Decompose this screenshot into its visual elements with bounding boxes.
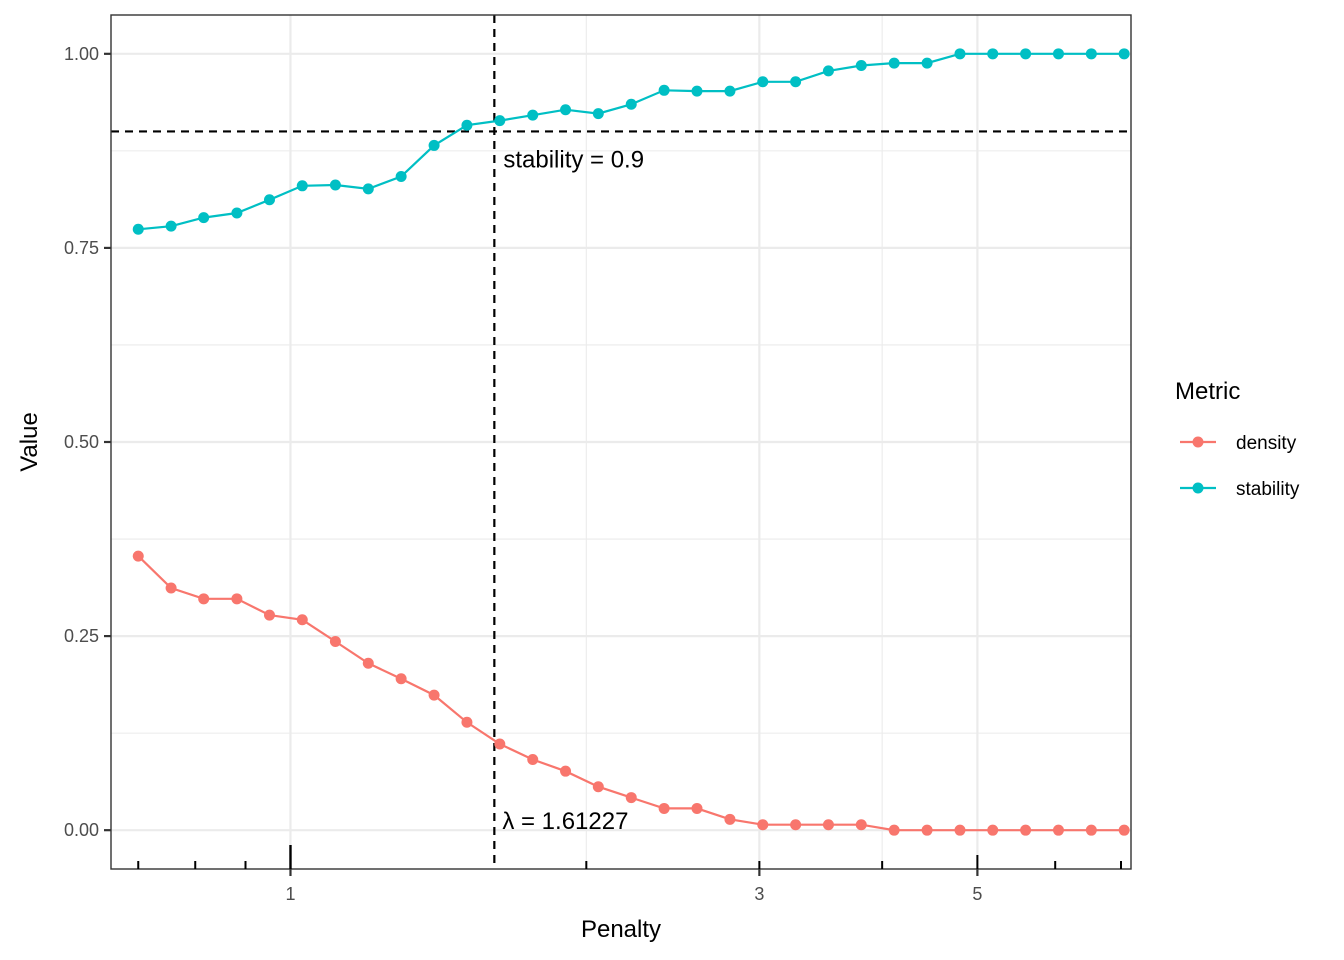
data-point-density (1020, 824, 1032, 836)
legend-items: density stability (1180, 433, 1300, 500)
data-point-density (1052, 824, 1064, 836)
data-point-density (724, 813, 736, 825)
data-point-stability (625, 98, 637, 110)
y-tick-label: 0.75 (64, 238, 99, 258)
legend-key-point-stability (1192, 482, 1204, 494)
data-point-density (822, 819, 834, 831)
legend-label-density: density (1236, 433, 1297, 454)
legend: Metric density stability (1175, 378, 1300, 500)
data-point-stability (691, 85, 703, 97)
data-point-stability (296, 180, 308, 192)
grid-major (111, 15, 1131, 869)
x-axis-title: Penalty (581, 916, 661, 943)
annotation-stability: stability = 0.9 (503, 146, 644, 173)
data-point-stability (132, 223, 144, 235)
data-point-stability (790, 76, 802, 88)
data-point-stability (263, 194, 275, 206)
data-point-density (461, 716, 473, 728)
data-point-density (790, 819, 802, 831)
data-point-density (592, 781, 604, 793)
data-point-density (1085, 824, 1097, 836)
data-point-density (132, 550, 144, 562)
data-point-stability (658, 84, 670, 96)
data-point-density (757, 819, 769, 831)
tick-labels: 0.00 0.25 0.50 0.75 1.00 1 3 5 (64, 44, 982, 904)
legend-title: Metric (1175, 378, 1240, 405)
data-point-stability (1118, 48, 1130, 60)
data-point-stability (527, 109, 539, 121)
y-tick-label: 0.50 (64, 432, 99, 452)
x-tick-label: 5 (972, 884, 982, 904)
data-point-stability (1085, 48, 1097, 60)
y-tick-label: 1.00 (64, 44, 99, 64)
data-point-density (691, 802, 703, 814)
data-point-density (888, 824, 900, 836)
data-point-density (165, 582, 177, 594)
data-point-stability (231, 207, 243, 219)
annotation-lambda: λ = 1.61227 (502, 808, 628, 835)
data-point-stability (560, 104, 572, 116)
data-point-stability (888, 57, 900, 69)
data-point-stability (494, 115, 506, 127)
data-point-density (560, 765, 572, 777)
data-point-stability (428, 139, 440, 151)
y-tick-label: 0.25 (64, 626, 99, 646)
data-point-density (395, 673, 407, 685)
data-point-density (987, 824, 999, 836)
data-point-density (231, 593, 243, 605)
data-point-stability (921, 57, 933, 69)
data-point-density (198, 593, 210, 605)
data-point-stability (1052, 48, 1064, 60)
data-point-stability (362, 183, 374, 195)
x-tick-label: 1 (285, 884, 295, 904)
legend-key-point-density (1192, 436, 1204, 448)
data-point-stability (165, 220, 177, 232)
data-point-density (921, 824, 933, 836)
legend-label-stability: stability (1236, 479, 1300, 500)
data-point-density (329, 636, 341, 648)
series-layer (132, 48, 1130, 836)
data-point-stability (987, 48, 999, 60)
data-point-stability (757, 76, 769, 88)
data-point-stability (395, 170, 407, 182)
data-point-stability (198, 212, 210, 224)
data-point-density (658, 802, 670, 814)
data-point-density (1118, 824, 1130, 836)
data-point-density (296, 614, 308, 626)
data-point-stability (724, 85, 736, 97)
axis-ticks (104, 52, 1122, 876)
y-axis-title: Value (16, 412, 43, 472)
data-point-stability (954, 48, 966, 60)
data-point-stability (329, 179, 341, 191)
data-point-density (263, 609, 275, 621)
x-tick-label: 3 (754, 884, 764, 904)
y-tick-label: 0.00 (64, 820, 99, 840)
data-point-stability (822, 65, 834, 77)
reference-lines (111, 15, 1131, 869)
data-point-density (362, 657, 374, 669)
data-point-stability (855, 59, 867, 71)
data-point-density (428, 689, 440, 701)
data-point-stability (592, 108, 604, 120)
data-point-density (494, 738, 506, 750)
data-point-stability (461, 119, 473, 131)
data-point-density (625, 792, 637, 804)
data-point-stability (1020, 48, 1032, 60)
data-point-density (527, 754, 539, 766)
data-point-density (954, 824, 966, 836)
data-point-density (855, 819, 867, 831)
